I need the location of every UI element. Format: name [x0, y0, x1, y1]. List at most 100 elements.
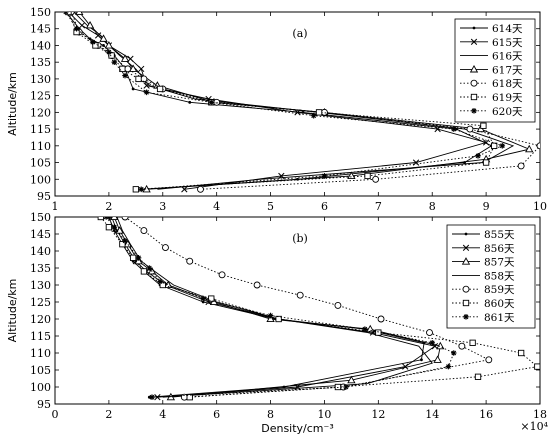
panel-a-series-615天-point	[138, 65, 145, 73]
panel-b-series-861天-point	[146, 265, 153, 271]
panel-b-series-861天-point	[122, 238, 128, 244]
panel-a-series-620天-point	[450, 126, 457, 132]
panel-b-x-tick-label: 6	[213, 408, 220, 421]
panel-b-x-tick-label: 12	[371, 408, 385, 421]
panel-b-legend-label: 856天	[484, 243, 515, 255]
panel-a-series-618天-point	[466, 125, 474, 133]
panel-a-series-619天-point	[315, 109, 323, 116]
panel-a-x-tick-label: 5	[267, 200, 274, 213]
panel-b-x-multiplier: ×10⁴	[520, 420, 548, 433]
panel-a-y-tick-label: 95	[37, 190, 51, 203]
panel-a-series-620天	[62, 12, 506, 193]
panel-b-legend-label: 855天	[484, 229, 515, 241]
panel-b-series-861天-point	[445, 363, 452, 370]
panel-b-x-axis-label: Density/cm⁻³	[261, 422, 334, 435]
panel-a-series-614天-point	[131, 87, 135, 91]
panel-a-series-617天-point	[347, 171, 356, 179]
panel-b-legend-marker	[461, 257, 471, 265]
panel-a-series-615天-point	[94, 32, 102, 39]
panel-b-series-857天-point	[433, 355, 442, 363]
panel-a-series-614天-point	[102, 44, 105, 47]
panel-b-series-861天-point	[103, 217, 109, 220]
panel-b-legend-marker	[464, 232, 468, 236]
panel-b-series-859天-point	[485, 356, 493, 364]
panel-a-y-tick-label: 100	[30, 173, 51, 186]
panel-a-legend-box	[454, 18, 536, 123]
panel-a-panel-label: (a)	[292, 27, 307, 40]
panel-b-series-861天-point	[135, 255, 142, 261]
panel-b-x-tick-label: 4	[159, 408, 166, 421]
panel-a-legend-marker	[472, 26, 476, 30]
panel-b-series-857天-line	[113, 217, 441, 398]
panel-b-series-860天-point	[474, 373, 482, 380]
panel-b-series-857天-point	[347, 375, 356, 384]
panel-b-series-856天-point	[402, 363, 409, 370]
panel-a-series-620天-point	[73, 25, 80, 32]
panel-a-series-620天-point	[62, 12, 69, 15]
panel-a-x-tick-label: 6	[321, 200, 328, 213]
panel-b-y-axis-label: Altitude/km	[6, 279, 19, 343]
panel-a-x-tick-label: 1	[52, 200, 59, 213]
panel-b-series-860天-point	[129, 254, 137, 261]
panel-a-series-617天-point	[99, 34, 108, 42]
panel-a-x-tick-label: 8	[429, 200, 436, 213]
panel-a-series-619天-point	[364, 172, 371, 180]
panel-b-series-860天-point	[140, 268, 148, 275]
panel-a-series-619天-point	[132, 186, 139, 193]
panel-a-series-615天-point	[181, 186, 188, 193]
panel-a-x-tick-label: 10	[533, 200, 547, 213]
panel-b-series-861天-point	[149, 394, 155, 400]
panel-b-series-861天-point	[267, 312, 274, 319]
panel-b-legend-label: 860天	[484, 298, 515, 310]
panel-b-series-860天-point	[375, 329, 382, 336]
panel-a-legend-marker	[470, 93, 478, 101]
panel-b-series-856天-line	[111, 217, 437, 398]
panel-a-y-tick-label: 125	[30, 90, 51, 103]
panel-b-legend-marker	[462, 244, 470, 251]
panel-b-y-tick-label: 145	[30, 228, 51, 241]
panel-a-series-620天-point	[106, 49, 112, 55]
panel-b-legend-label: 859天	[484, 284, 515, 296]
panel-b-series-860天-point	[159, 281, 166, 289]
panel-b-series-861天-point	[343, 384, 349, 390]
panel-b-legend-label: 861天	[484, 312, 515, 324]
panel-a-series-619天-point	[482, 159, 490, 166]
panel-b-x-tick-label: 14	[425, 408, 439, 421]
panel-a-legend-label: 614天	[492, 23, 523, 35]
panel-b-y-tick-label: 125	[30, 296, 51, 309]
panel-a-y-tick-label: 150	[30, 6, 51, 19]
panel-a-series-615天-point	[143, 82, 150, 89]
panel-a-series-615天-point	[127, 55, 134, 62]
panel-a-series-620天-point	[143, 89, 150, 96]
panel-a-series-619天-point	[480, 122, 487, 129]
panel-a-y-tick-label: 120	[30, 106, 51, 119]
panel-b-series-859天	[121, 217, 493, 401]
panel-a-series-620天-line	[65, 12, 504, 190]
panel-b-series-855天-point	[112, 229, 116, 233]
panel-a-series-618天-point	[197, 185, 204, 193]
panel-b-series-855天-line	[108, 217, 425, 398]
panel-b-legend-marker	[462, 285, 470, 293]
panel-a-series-620天-point	[138, 186, 145, 193]
panel-b-series-856天-point	[154, 394, 161, 401]
panel-b-y-tick-label: 95	[37, 398, 51, 411]
panel-a-series-620天-point	[475, 153, 481, 159]
panel-a-series-614天	[64, 12, 493, 191]
panel-b-legend-marker	[462, 299, 470, 307]
panel-b-series-856天	[108, 217, 439, 401]
panel-a-series-619天-point	[491, 142, 498, 149]
panel-b-series-859天-point	[458, 342, 466, 350]
panel-b-series-859天-point	[218, 271, 226, 279]
panel-a-legend-marker	[470, 79, 478, 87]
panel-a-x-tick-label: 2	[105, 200, 112, 213]
panel-b-series-859天-point	[253, 281, 261, 289]
panel-b-legend-label: 857天	[484, 257, 515, 269]
panel-a-series-619天-point	[92, 42, 99, 49]
panel-a-series-618天-point	[517, 162, 525, 170]
panel-a-legend-label: 615天	[492, 37, 523, 49]
panel-b-y-tick-label: 100	[30, 381, 51, 394]
panel-a-y-tick-label: 140	[30, 39, 51, 52]
panel-a-series-619天-point	[156, 85, 164, 93]
panel-a-series-619天-point	[119, 65, 126, 73]
panel-b-y-tick-label: 105	[30, 364, 51, 377]
